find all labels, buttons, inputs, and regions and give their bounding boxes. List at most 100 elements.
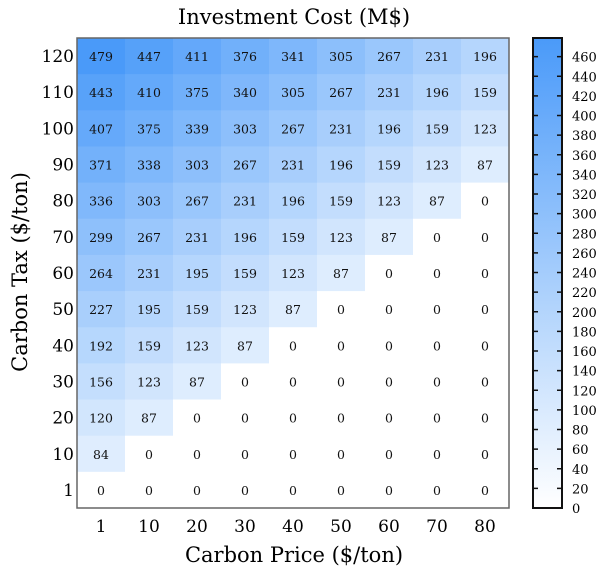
cell-value-label: 0 bbox=[433, 447, 441, 462]
x-axis-label: Carbon Price ($/ton) bbox=[185, 543, 403, 567]
y-tick-label: 70 bbox=[52, 228, 74, 248]
cell-value-label: 0 bbox=[193, 411, 201, 426]
cell-value-label: 123 bbox=[233, 302, 257, 317]
y-tick-label: 110 bbox=[42, 83, 74, 103]
cell-value-label: 123 bbox=[185, 338, 209, 353]
cell-value-label: 87 bbox=[477, 158, 493, 173]
cell-value-label: 196 bbox=[281, 194, 305, 209]
heatmap-cell bbox=[77, 146, 126, 184]
heatmap-cell bbox=[269, 110, 318, 147]
heatmap-cell bbox=[269, 74, 318, 111]
colorbar-tick-label: 140 bbox=[572, 365, 597, 380]
cell-value-label: 231 bbox=[281, 158, 305, 173]
x-tick-label: 60 bbox=[378, 517, 400, 537]
cell-value-label: 0 bbox=[241, 447, 249, 462]
cell-value-label: 196 bbox=[473, 49, 497, 64]
heatmap-cell bbox=[125, 471, 174, 509]
x-tick-label: 80 bbox=[474, 517, 496, 537]
colorbar-tick-label: 300 bbox=[572, 208, 597, 223]
heatmap-cell bbox=[125, 110, 174, 147]
heatmap-cell bbox=[413, 327, 462, 364]
cell-value-label: 267 bbox=[329, 85, 353, 100]
heatmap-cell bbox=[173, 146, 222, 184]
heatmap-cell bbox=[173, 471, 222, 509]
heatmap-cell bbox=[77, 471, 126, 509]
colorbar-tick-label: 20 bbox=[572, 482, 589, 497]
heatmap-cell bbox=[221, 399, 270, 437]
cell-value-label: 267 bbox=[137, 230, 161, 245]
heatmap-cell bbox=[77, 218, 126, 256]
cell-value-label: 0 bbox=[241, 483, 249, 498]
x-tick-label: 1 bbox=[96, 517, 107, 537]
cell-value-label: 84 bbox=[93, 447, 109, 462]
heatmap-cell bbox=[269, 291, 318, 328]
colorbar-tick-label: 260 bbox=[572, 247, 597, 262]
heatmap-cell bbox=[77, 435, 126, 473]
heatmap-cell bbox=[77, 291, 126, 328]
cell-value-label: 0 bbox=[385, 374, 393, 389]
heatmap-cell bbox=[269, 38, 318, 75]
cell-value-label: 338 bbox=[137, 158, 161, 173]
heatmap-cell bbox=[269, 254, 318, 292]
colorbar-tick-label: 120 bbox=[572, 384, 597, 399]
heatmap-cell bbox=[173, 74, 222, 111]
cell-value-label: 159 bbox=[185, 302, 209, 317]
cell-value-label: 159 bbox=[137, 338, 161, 353]
heatmap-cell bbox=[317, 399, 366, 437]
y-axis-label: Carbon Tax ($/ton) bbox=[8, 172, 32, 372]
cell-value-label: 231 bbox=[377, 85, 401, 100]
cell-value-label: 0 bbox=[289, 338, 297, 353]
heatmap-cell bbox=[77, 363, 126, 401]
heatmap-cell bbox=[173, 363, 222, 401]
heatmap-cell bbox=[365, 110, 414, 147]
cell-value-label: 231 bbox=[425, 49, 449, 64]
heatmap-cell bbox=[365, 218, 414, 256]
heatmap-cell bbox=[365, 38, 414, 75]
heatmap-cell bbox=[125, 435, 174, 473]
cell-value-label: 0 bbox=[97, 483, 105, 498]
heatmap-cell bbox=[77, 38, 126, 75]
x-tick-label: 10 bbox=[138, 517, 160, 537]
cell-value-label: 0 bbox=[337, 302, 345, 317]
cell-value-label: 0 bbox=[433, 483, 441, 498]
chart-title: Investment Cost (M$) bbox=[178, 5, 410, 29]
cell-value-label: 87 bbox=[381, 230, 397, 245]
cell-value-label: 340 bbox=[233, 85, 257, 100]
cell-value-label: 0 bbox=[385, 302, 393, 317]
cell-value-label: 303 bbox=[233, 121, 257, 136]
heatmap-cell bbox=[365, 471, 414, 509]
cell-value-label: 375 bbox=[137, 121, 161, 136]
heatmap-cell bbox=[77, 74, 126, 111]
heatmap-cell bbox=[413, 254, 462, 292]
cell-value-label: 0 bbox=[385, 338, 393, 353]
cell-value-label: 305 bbox=[281, 85, 305, 100]
cell-value-label: 0 bbox=[481, 266, 489, 281]
x-tick-label: 30 bbox=[234, 517, 256, 537]
cell-value-label: 123 bbox=[329, 230, 353, 245]
heatmap-cell bbox=[413, 399, 462, 437]
cell-value-label: 0 bbox=[433, 411, 441, 426]
heatmap-cell bbox=[173, 291, 222, 328]
heatmap-cell bbox=[269, 182, 318, 220]
heatmap-cell bbox=[221, 254, 270, 292]
heatmap-cell bbox=[365, 327, 414, 364]
y-tick-labels: 120 110 100 90 80 70 60 50 40 30 20 10 1 bbox=[42, 47, 74, 501]
cell-value-label: 0 bbox=[481, 302, 489, 317]
cell-value-label: 196 bbox=[425, 85, 449, 100]
heatmap-cell bbox=[365, 74, 414, 111]
cell-value-label: 196 bbox=[233, 230, 257, 245]
heatmap-cell bbox=[125, 74, 174, 111]
heatmap-cell bbox=[413, 363, 462, 401]
heatmap-cell bbox=[173, 327, 222, 364]
x-tick-label: 20 bbox=[186, 517, 208, 537]
colorbar-tick-label: 460 bbox=[572, 51, 597, 66]
heatmap-cell bbox=[413, 74, 462, 111]
heatmap-cell bbox=[461, 38, 510, 75]
colorbar-tick-label: 320 bbox=[572, 188, 597, 203]
colorbar-tick-label: 360 bbox=[572, 149, 597, 164]
heatmap-cell bbox=[221, 182, 270, 220]
heatmap-cell bbox=[125, 182, 174, 220]
cell-value-label: 407 bbox=[89, 121, 113, 136]
cell-value-label: 196 bbox=[377, 121, 401, 136]
